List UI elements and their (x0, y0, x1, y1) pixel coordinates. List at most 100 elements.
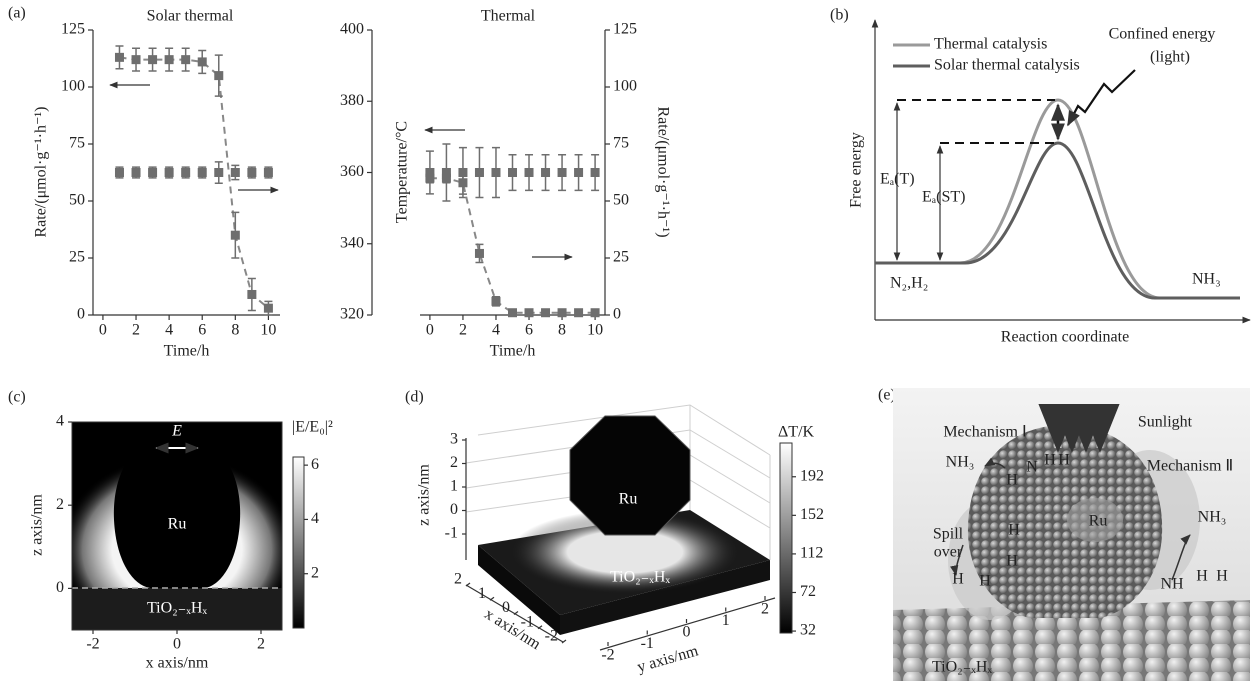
y-tick-label: 0 (683, 624, 691, 641)
illustration-label: H (1008, 522, 1020, 539)
marker (574, 168, 584, 177)
marker (214, 168, 224, 177)
colorbar-label: |E/E₀|² (292, 419, 333, 436)
marker (181, 168, 191, 177)
x-axis-label: Time/h (164, 343, 210, 360)
panel-label: (b) (830, 7, 849, 24)
shape (984, 457, 1006, 469)
colorbar-tick-label: 72 (800, 583, 816, 600)
illustration-label: Spill (933, 526, 964, 543)
illustration-label: NH₃ (946, 454, 975, 471)
illustration-label: Mechanism Ⅱ (1147, 458, 1234, 475)
marker (425, 168, 435, 177)
y-axis-label: Temperature/°C (394, 121, 411, 223)
shape (779, 442, 793, 634)
colorbar-tick-label: 32 (800, 622, 816, 639)
y-tick-label: 100 (61, 78, 85, 95)
energy-diagram: Thermal catalysis Solar thermal catalysi… (848, 19, 1251, 346)
y2-tick-label: 0 (613, 306, 621, 323)
marker (524, 168, 534, 177)
y-tick-label: 4 (56, 413, 64, 430)
shape (875, 141, 1240, 300)
x-tick-label: 0 (99, 322, 107, 339)
y-tick-label: 340 (340, 234, 364, 251)
shape (950, 457, 1191, 581)
x-axis-label: Time/h (490, 343, 536, 360)
shape (478, 545, 560, 635)
marker (148, 55, 158, 65)
marker (247, 168, 257, 177)
y2-tick-label: 50 (613, 192, 629, 209)
annotation: Ru (619, 491, 638, 508)
x-tick-label: 4 (165, 322, 173, 339)
panel-label: (a) (8, 5, 26, 22)
x-tick-label: 0 (502, 599, 510, 616)
fit-line (429, 177, 596, 314)
shape (1067, 69, 1136, 127)
marker (541, 308, 551, 318)
y-tick-label: 25 (69, 249, 85, 266)
annotation: TiO₂₋ₓHₓ (610, 569, 670, 586)
marker (508, 308, 517, 318)
illustration-label: Sunlight (1138, 414, 1193, 431)
panel-label: (d) (405, 389, 424, 406)
x-tick-label: 8 (231, 322, 239, 339)
illustration-label: H (979, 573, 991, 590)
y2-tick-label: 100 (613, 78, 637, 95)
panel-label: (e) (878, 387, 896, 404)
marker (263, 168, 273, 177)
annotation: Eₐ(ST) (922, 189, 965, 206)
z-tick-label: 1 (450, 478, 458, 495)
annotation: E (171, 423, 182, 440)
marker (131, 55, 141, 65)
marker (557, 308, 567, 318)
y-tick-label: 360 (340, 163, 364, 180)
marker (541, 168, 551, 177)
marker (114, 168, 124, 177)
y-tick-label: 400 (340, 21, 364, 38)
illustration-label: H (1006, 553, 1018, 570)
field-map: E Ru TiO₂₋ₓHₓ x axis/nm z axis/nm |E/E₀|… (29, 419, 333, 672)
x-tick-label: 0 (426, 322, 434, 339)
y2-tick-label: 75 (613, 135, 629, 152)
marker (425, 173, 435, 183)
x-tick (537, 625, 543, 630)
marker (214, 71, 224, 81)
x-tick (465, 582, 471, 587)
shape (1171, 534, 1191, 581)
colorbar-tick-label: 6 (311, 456, 319, 473)
illustration-label: N (1026, 459, 1038, 476)
marker (491, 168, 501, 177)
y-axis-label: Free energy (848, 132, 865, 208)
x-tick-label: 0 (173, 636, 181, 653)
z-tick-label: -1 (445, 525, 458, 542)
y-tick-label: 50 (69, 192, 85, 209)
marker (574, 308, 584, 318)
illustration-label: H (1216, 568, 1228, 585)
y-tick-label: -2 (601, 647, 614, 664)
y-axis-label: Rate/(μmol·g⁻¹·h⁻¹) (33, 106, 50, 237)
direction-arrows (109, 81, 573, 261)
y-tick-label: 125 (61, 21, 85, 38)
marker (441, 168, 451, 177)
marker (230, 168, 240, 177)
illustration-label: over (934, 544, 963, 561)
panel-label: (c) (8, 389, 26, 406)
x-tick-label: 2 (454, 571, 462, 588)
marker (247, 289, 257, 299)
x-tick (513, 611, 519, 615)
colorbar-tick-label: 112 (800, 545, 823, 562)
shape (967, 425, 1163, 618)
marker (148, 168, 158, 177)
illustration-label: H (952, 571, 964, 588)
shape (113, 436, 241, 588)
illustration-label: H (1006, 472, 1018, 489)
y-axis-label: z axis/nm (29, 494, 46, 556)
colorbar-tick-label: 152 (800, 506, 824, 523)
y-tick-label: 380 (340, 92, 364, 109)
y-tick-label: 2 (761, 601, 769, 618)
shape (569, 415, 691, 536)
annotation: TiO₂₋ₓHₓ (147, 600, 207, 617)
shape (72, 436, 282, 630)
fit-line (119, 56, 270, 309)
